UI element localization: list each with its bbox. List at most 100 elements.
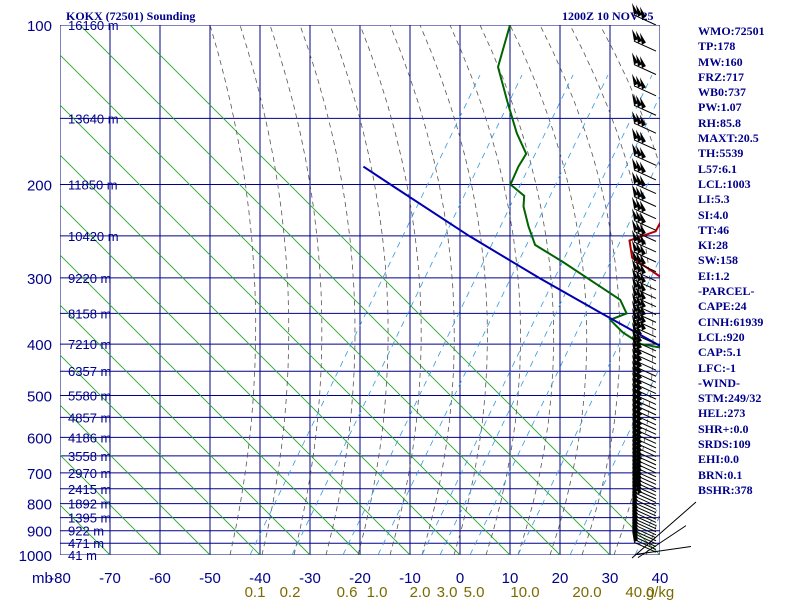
barb-flag <box>632 249 638 262</box>
barb-flag <box>632 143 638 156</box>
moist-adiabat-line <box>509 25 588 555</box>
pressure-tick-label: 400 <box>27 337 52 354</box>
barb-flag <box>639 296 646 309</box>
barb-flag <box>635 286 642 299</box>
background-lines <box>60 25 660 555</box>
height-label: 9220 m <box>68 271 111 286</box>
barb-flag <box>635 112 642 125</box>
index-item: SHR+:0.0 <box>698 421 749 436</box>
barb-flag <box>632 292 638 305</box>
index-item: SI:4.0 <box>698 207 729 222</box>
mixing-ratio-line <box>569 366 660 555</box>
barb-flag <box>632 328 638 341</box>
wind-barb <box>632 239 657 263</box>
mixing-ratio-line <box>291 74 523 555</box>
temperature-tick-label: -10 <box>399 570 421 587</box>
moist-adiabat-line <box>299 25 356 555</box>
dry-adiabat-line <box>60 304 311 555</box>
barb-flag <box>632 307 638 320</box>
temperature-tick-label: 10 <box>502 570 519 587</box>
index-item: STM:249/32 <box>698 391 762 406</box>
index-item: SW:158 <box>698 253 739 268</box>
barb-flag <box>639 303 646 316</box>
barb-staff <box>633 530 657 542</box>
mixing-ratio-label: 0.2 <box>280 584 301 600</box>
dry-adiabat-line <box>79 25 611 555</box>
wind-barb <box>632 219 657 242</box>
dry-adiabat-line <box>60 254 361 555</box>
index-item: LI:5.3 <box>698 192 730 207</box>
pressure-tick-label: 100 <box>27 18 52 35</box>
wind-barb <box>632 184 657 207</box>
height-label: 8158 m <box>68 306 111 321</box>
mixing-ratio-label: 40.0 <box>625 584 654 600</box>
pressure-tick-label: 1000 <box>19 548 52 565</box>
height-label: 1892 m <box>68 497 111 512</box>
barb-flag <box>635 4 642 17</box>
barb-flag <box>639 32 646 45</box>
barb-staff <box>633 502 657 514</box>
wind-barb <box>632 315 657 338</box>
barb-flag <box>639 77 646 90</box>
barb-flag <box>639 6 646 19</box>
height-label: 2970 m <box>68 466 111 481</box>
wind-barb <box>632 509 657 533</box>
barb-staff <box>633 524 657 536</box>
barb-staff <box>633 241 657 253</box>
x-unit-label: mb <box>32 570 53 587</box>
index-item: CAP:5.1 <box>698 345 742 360</box>
barb-staff <box>633 518 657 530</box>
dry-adiabat-line <box>129 25 660 555</box>
barb-flag <box>635 30 642 43</box>
barb-staff <box>633 508 657 520</box>
barb-flag <box>635 210 642 223</box>
wind-barb <box>632 3 657 26</box>
barb-flag <box>639 56 646 69</box>
wind-barb <box>632 196 657 220</box>
dry-adiabat-line <box>60 354 261 555</box>
index-item: -PARCEL- <box>698 284 755 299</box>
barb-flag <box>632 530 638 543</box>
barb-staff <box>633 511 657 523</box>
index-item: LFC:-1 <box>698 360 736 375</box>
index-item: MW:160 <box>698 54 743 69</box>
index-item: L57:6.1 <box>698 161 737 176</box>
mixing-ratio-line <box>421 74 653 555</box>
moist-adiabat-line <box>449 25 522 555</box>
moist-adiabat-line <box>479 25 555 555</box>
barb-flag <box>632 73 638 86</box>
moist-adiabat-line <box>209 25 257 555</box>
index-item: -WIND- <box>698 375 740 390</box>
barb-flag <box>632 93 638 106</box>
mixing-ratio-line <box>342 74 574 555</box>
dry-adiabat-line <box>60 204 411 555</box>
barb-flag <box>632 509 638 522</box>
temperature-tick-label: -50 <box>199 570 221 587</box>
temperature-tick-label: 20 <box>552 570 569 587</box>
height-label: 4186 m <box>68 430 111 445</box>
temperature-tick-label: 40 <box>652 570 669 587</box>
barb-staff <box>633 251 657 263</box>
wind-barb <box>632 143 657 166</box>
mixing-ratio-label: 2.0 <box>410 584 431 600</box>
barb-flag <box>632 3 638 15</box>
barb-flag <box>632 127 638 140</box>
barb-staff <box>633 498 657 510</box>
barb-staff <box>633 230 657 242</box>
surface-wind-barb <box>655 546 692 553</box>
index-item: RH:85.8 <box>698 115 741 130</box>
barb-flag <box>632 29 638 42</box>
pressure-tick-label: 200 <box>27 178 52 195</box>
barb-flag <box>635 173 642 186</box>
barb-flag <box>632 276 638 289</box>
barb-staff <box>633 183 657 195</box>
barb-flag <box>635 231 642 244</box>
barb-staff <box>633 139 657 151</box>
barb-staff <box>633 196 657 207</box>
temperature-tick-label: -30 <box>299 570 321 587</box>
barb-flag <box>635 278 642 291</box>
barb-flag <box>635 482 642 495</box>
barb-flag <box>632 239 638 252</box>
mixing-ratio-line <box>249 74 481 555</box>
barb-staff <box>633 208 657 220</box>
